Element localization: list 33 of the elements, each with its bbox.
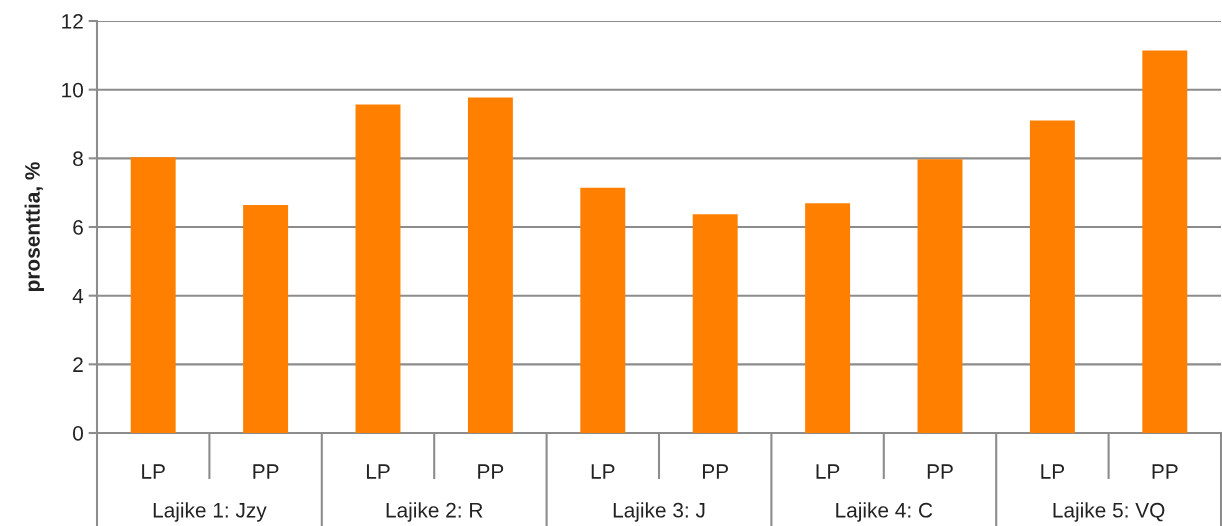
- x-tick-label: LP: [816, 464, 840, 479]
- bar: [1142, 50, 1188, 433]
- x-tick-label: LP: [142, 464, 165, 479]
- y-tick-label: 2: [73, 357, 83, 372]
- bar: [130, 157, 176, 433]
- y-tick-label: 8: [73, 151, 83, 167]
- bar: [580, 187, 626, 433]
- x-tick-label: PP: [703, 464, 728, 479]
- x-tick-label: LP: [366, 464, 390, 479]
- text: Lajike 4: C: [836, 502, 933, 522]
- x-tick-label: PP: [253, 464, 279, 479]
- y-tick-label: 12: [62, 14, 83, 29]
- x-tick-label: LP: [591, 464, 615, 479]
- x-tick-label: PP: [1152, 464, 1178, 479]
- text: Lajike 1: Jzy: [153, 502, 267, 522]
- bar: [805, 203, 851, 433]
- bar: [355, 104, 401, 433]
- y-tick-label: 0: [73, 426, 83, 441]
- bar: [1029, 120, 1075, 433]
- x-tick-label: PP: [927, 464, 953, 479]
- y-axis-title: prosenttia, %: [24, 162, 44, 292]
- bar: [692, 214, 738, 433]
- x-tick-label: LP: [1041, 464, 1065, 479]
- x-tick-label: PP: [478, 464, 504, 479]
- y-tick-label: 6: [73, 220, 83, 235]
- y-tick-label: 10: [62, 82, 83, 98]
- bar: [917, 159, 963, 433]
- y-tick-label: 4: [72, 288, 84, 304]
- text: Lajike 3: J: [613, 502, 705, 522]
- text: Lajike 2: R: [386, 502, 483, 522]
- bar: [243, 205, 289, 433]
- bar: [467, 97, 513, 433]
- text: Lajike 5: VQ: [1053, 502, 1165, 522]
